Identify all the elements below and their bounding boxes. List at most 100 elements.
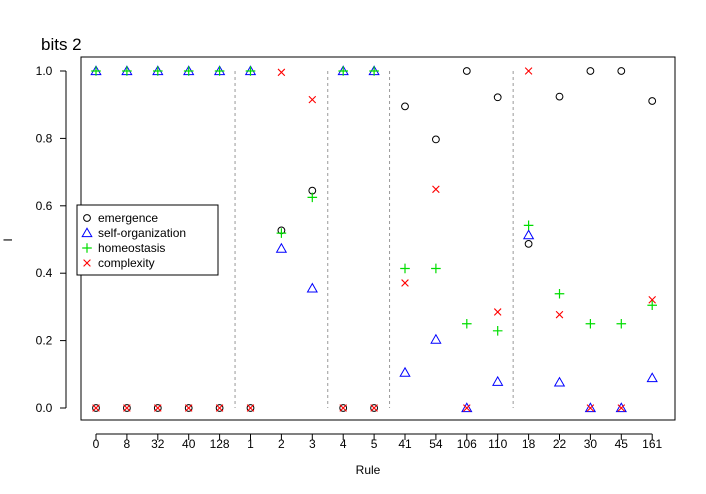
y-axis-label: I — [1, 238, 15, 241]
data-point-emergence — [123, 404, 131, 412]
data-point-homeostasis — [554, 288, 565, 299]
data-point-complexity — [555, 310, 564, 319]
data-point-self-organization — [275, 242, 288, 253]
y-tick-label: 0.8 — [36, 131, 53, 145]
x-tick-label: 0 — [93, 437, 100, 451]
chart-title: bits 2 — [41, 35, 82, 54]
data-point-homeostasis — [585, 318, 596, 329]
data-point-self-organization — [584, 402, 597, 413]
y-tick-label: 0.2 — [36, 334, 53, 348]
x-tick-label: 106 — [457, 437, 477, 451]
x-tick-label: 8 — [124, 437, 131, 451]
legend-marker-emergence — [83, 214, 91, 222]
data-point-self-organization — [306, 282, 318, 293]
data-point-homeostasis — [276, 228, 287, 238]
data-point-complexity — [617, 404, 626, 412]
x-tick-label: 5 — [371, 437, 378, 451]
data-point-homeostasis — [400, 263, 410, 274]
data-point-self-organization — [646, 372, 658, 383]
y-tick-label: 0.6 — [36, 199, 53, 213]
data-point-emergence — [462, 67, 471, 75]
data-point-self-organization — [492, 375, 504, 386]
x-tick-label: 22 — [553, 437, 567, 451]
data-point-complexity — [339, 404, 347, 412]
data-point-homeostasis — [647, 300, 657, 311]
data-point-complexity — [493, 308, 502, 316]
data-point-emergence — [153, 404, 162, 412]
data-point-complexity — [277, 68, 286, 77]
data-point-complexity — [370, 404, 378, 412]
data-point-emergence — [555, 92, 564, 101]
data-point-self-organization — [615, 402, 627, 413]
legend-label: homeostasis — [98, 241, 165, 255]
data-point-emergence — [215, 404, 224, 412]
x-tick-label: 32 — [151, 437, 165, 451]
legend-marker-complexity — [83, 259, 91, 267]
data-point-homeostasis — [431, 263, 441, 274]
data-point-emergence — [648, 97, 657, 105]
legend-marker-self-organization — [81, 227, 93, 238]
data-point-complexity — [401, 279, 409, 287]
data-point-homeostasis — [245, 66, 256, 76]
data-point-complexity — [463, 404, 471, 412]
x-tick-label: 45 — [615, 437, 629, 451]
legend-box — [76, 204, 219, 276]
data-point-homeostasis — [492, 326, 503, 336]
legend: emergenceself-organizationhomeostasiscom… — [76, 204, 219, 276]
x-tick-label: 128 — [210, 437, 230, 451]
data-point-homeostasis — [153, 66, 163, 76]
data-point-complexity — [586, 404, 595, 412]
x-tick-label: 1 — [247, 437, 254, 451]
data-point-complexity — [154, 404, 162, 412]
y-tick-label: 1.0 — [36, 64, 53, 78]
y-axis: 0.0 0.2 0.4 0.6 0.8 1.0 — [36, 64, 67, 415]
x-tick-label: 2 — [278, 437, 285, 451]
data-point-homeostasis — [183, 66, 194, 76]
x-tick-label: 54 — [429, 437, 443, 451]
data-point-homeostasis — [462, 318, 472, 329]
x-tick-label: 4 — [340, 437, 347, 451]
data-point-emergence — [586, 67, 595, 75]
x-tick-label: 40 — [182, 437, 196, 451]
data-point-self-organization — [430, 333, 442, 344]
data-point-homeostasis — [616, 318, 627, 329]
data-point-homeostasis — [307, 192, 318, 203]
x-tick-label: 3 — [309, 437, 316, 451]
data-point-emergence — [370, 404, 379, 412]
x-tick-label: 161 — [642, 437, 662, 451]
data-point-homeostasis — [122, 66, 132, 76]
data-point-emergence — [617, 67, 626, 75]
y-tick-label: 0.0 — [36, 401, 53, 415]
x-axis-label: Rule — [356, 463, 381, 477]
legend-marker-homeostasis — [82, 243, 92, 253]
data-point-complexity — [648, 296, 656, 304]
x-tick-label: 41 — [398, 437, 412, 451]
data-point-emergence — [493, 93, 502, 102]
group-separators — [234, 71, 514, 408]
data-point-complexity — [215, 404, 224, 412]
data-point-homeostasis — [214, 66, 225, 76]
data-point-complexity — [246, 404, 255, 412]
data-point-self-organization — [553, 376, 566, 387]
data-point-emergence — [401, 102, 409, 111]
data-point-complexity — [432, 185, 440, 194]
data-point-emergence — [524, 239, 533, 248]
data-point-complexity — [308, 95, 317, 104]
legend-label: self-organization — [98, 226, 186, 240]
data-point-homeostasis — [91, 66, 101, 76]
data-point-emergence — [432, 135, 440, 144]
data-point-complexity — [92, 404, 100, 412]
data-point-self-organization — [522, 229, 535, 240]
data-point-complexity — [123, 404, 131, 412]
x-tick-label: 110 — [488, 437, 507, 451]
data-point-complexity — [524, 67, 533, 75]
data-point-emergence — [246, 404, 255, 412]
y-tick-label: 0.4 — [36, 266, 53, 280]
data-point-self-organization — [461, 402, 473, 413]
legend-label: complexity — [98, 256, 155, 270]
legend-label: emergence — [98, 211, 158, 225]
x-tick-label: 18 — [522, 437, 536, 451]
data-point-emergence — [339, 404, 348, 412]
data-points — [90, 65, 658, 413]
